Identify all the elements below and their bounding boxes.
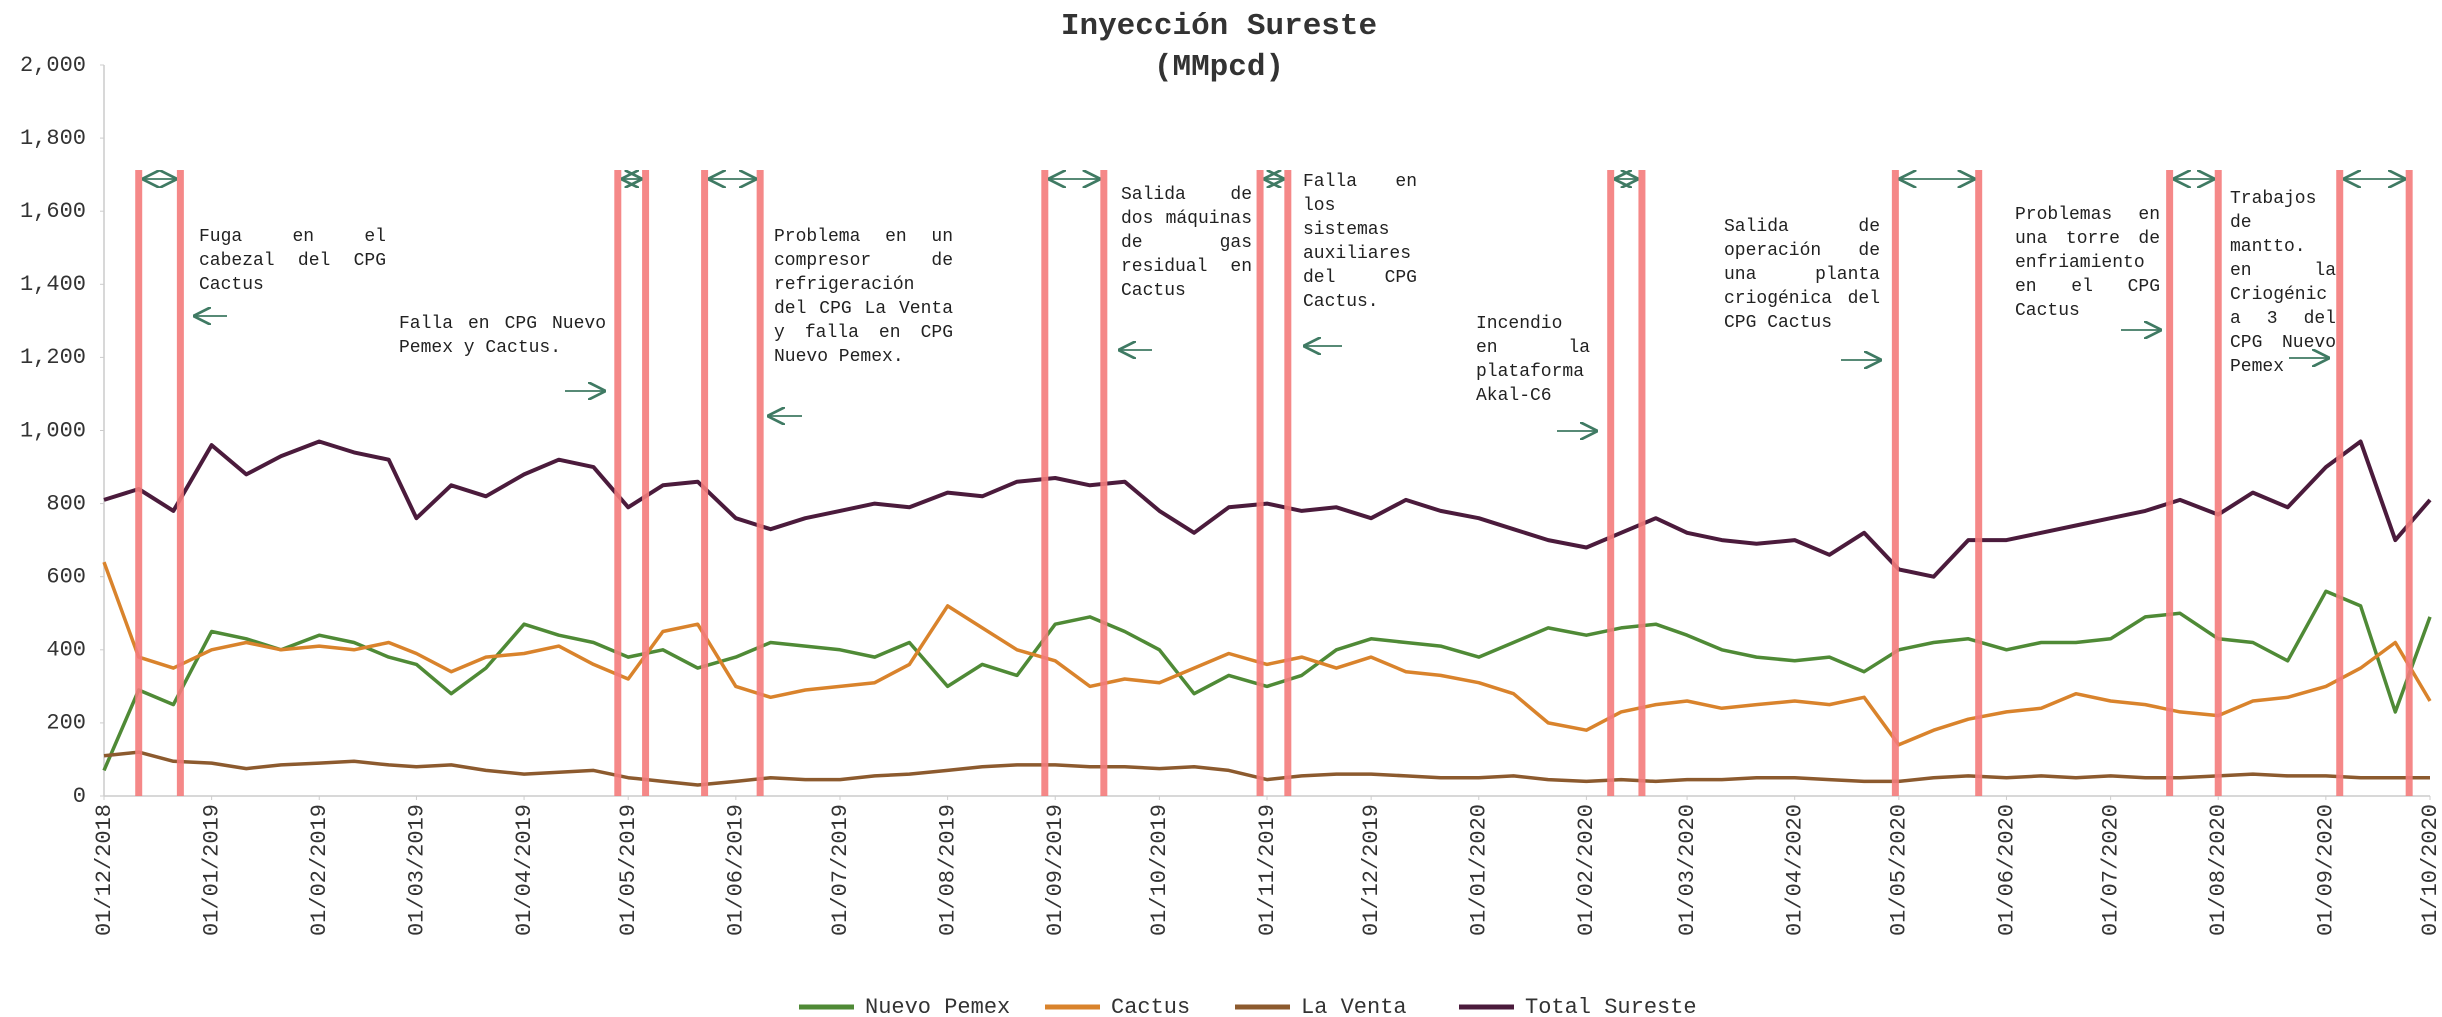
x-tick-label: 01/07/2020 — [2098, 804, 2123, 936]
y-tick-label: 0 — [73, 784, 86, 809]
chart-title: Inyección Sureste — [1061, 9, 1377, 44]
chart-subtitle: (MMpcd) — [1154, 50, 1284, 85]
x-tick-label: 01/09/2020 — [2314, 804, 2339, 936]
x-tick-label: 01/12/2019 — [1359, 804, 1384, 936]
x-tick-label: 01/01/2019 — [199, 804, 224, 936]
annotation-text: Problema en un compresor de refrigeració… — [774, 225, 953, 369]
annotation-text: Salida de dos máquinas de gas residual e… — [1121, 183, 1252, 303]
x-tick-label: 01/08/2020 — [2206, 804, 2231, 936]
x-tick-label: 01/12/2018 — [92, 804, 117, 936]
annotation-box: Falla en CPG Nuevo Pemex y Cactus. — [399, 312, 606, 542]
y-tick-label: 1,600 — [20, 199, 86, 224]
x-tick-label: 01/06/2019 — [724, 804, 749, 936]
series-line — [104, 752, 2430, 785]
x-tick-label: 01/10/2020 — [2418, 804, 2442, 936]
x-tick-label: 01/10/2019 — [1147, 804, 1172, 936]
series-line — [104, 562, 2430, 745]
annotation-box: Falla en los sistemas auxiliares del CPG… — [1303, 170, 1417, 400]
annotation-text: Salida de operación de una planta criogé… — [1724, 215, 1880, 335]
y-tick-label: 2,000 — [20, 53, 86, 78]
y-tick-label: 800 — [46, 491, 86, 516]
annotation-box: Incendio en la plataforma Akal-C6 — [1476, 312, 1590, 542]
x-tick-label: 01/03/2019 — [404, 804, 429, 936]
x-tick-label: 01/06/2020 — [1994, 804, 2019, 936]
annotation-text: Incendio en la plataforma Akal-C6 — [1476, 312, 1590, 408]
x-tick-label: 01/01/2020 — [1467, 804, 1492, 936]
y-tick-label: 1,000 — [20, 418, 86, 443]
legend-label: La Venta — [1301, 995, 1407, 1017]
x-tick-label: 01/02/2019 — [307, 804, 332, 936]
legend-label: Cactus — [1111, 995, 1190, 1017]
annotation-text: Trabajos de mantto. en la Criogénica 3 d… — [2230, 187, 2336, 379]
x-tick-label: 01/05/2020 — [1887, 804, 1912, 936]
y-tick-label: 600 — [46, 565, 86, 590]
x-tick-label: 01/08/2019 — [935, 804, 960, 936]
y-tick-label: 1,400 — [20, 272, 86, 297]
annotation-box: Problema en un compresor de refrigeració… — [774, 225, 953, 455]
x-tick-label: 01/04/2020 — [1783, 804, 1808, 936]
y-tick-label: 400 — [46, 638, 86, 663]
y-tick-label: 1,200 — [20, 345, 86, 370]
annotation-box: Fuga en el cabezal del CPG Cactus — [199, 225, 386, 455]
legend-label: Total Sureste — [1525, 995, 1697, 1017]
y-tick-label: 1,800 — [20, 126, 86, 151]
annotation-text: Fuga en el cabezal del CPG Cactus — [199, 225, 386, 297]
y-tick-label: 200 — [46, 711, 86, 736]
annotation-box: Trabajos de mantto. en la Criogénica 3 d… — [2230, 187, 2336, 417]
legend-label: Nuevo Pemex — [865, 995, 1010, 1017]
annotation-box: Problemas en una torre de enfriamiento e… — [2015, 203, 2160, 433]
series-line — [104, 591, 2430, 770]
x-tick-label: 01/07/2019 — [828, 804, 853, 936]
annotation-text: Falla en CPG Nuevo Pemex y Cactus. — [399, 312, 606, 360]
x-tick-label: 01/09/2019 — [1043, 804, 1068, 936]
chart: Inyección Sureste (MMpcd) 0 200 400 600 800 1… — [0, 0, 2442, 1017]
annotation-text: Problemas en una torre de enfriamiento e… — [2015, 203, 2160, 323]
x-tick-label: 01/11/2019 — [1255, 804, 1280, 936]
x-tick-label: 01/02/2020 — [1574, 804, 1599, 936]
annotation-text: Falla en los sistemas auxiliares del CPG… — [1303, 170, 1417, 314]
annotation-box: Salida de operación de una planta criogé… — [1724, 215, 1880, 445]
annotation-box: Salida de dos máquinas de gas residual e… — [1121, 183, 1252, 413]
x-tick-label: 01/05/2019 — [616, 804, 641, 936]
x-tick-label: 01/03/2020 — [1675, 804, 1700, 936]
x-tick-label: 01/04/2019 — [512, 804, 537, 936]
